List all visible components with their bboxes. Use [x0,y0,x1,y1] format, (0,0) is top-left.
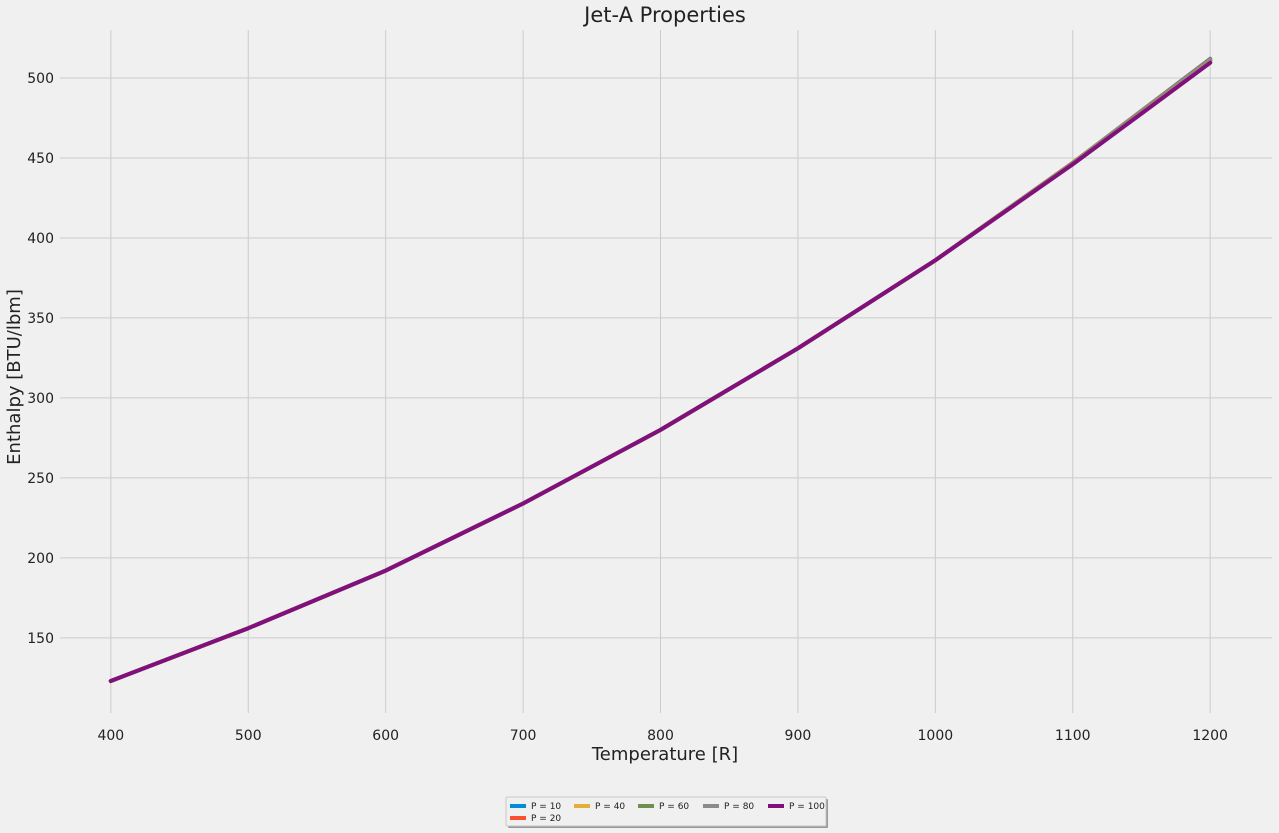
x-tick-label: 1100 [1055,728,1091,744]
x-axis-label: Temperature [R] [591,744,738,765]
chart-title: Jet-A Properties [582,3,746,27]
series-line-5 [108,60,1213,683]
y-tick-label: 450 [27,151,54,167]
legend-label: P = 60 [659,802,689,812]
y-tick-label: 150 [27,631,54,647]
legend: P = 10 P = 20 P = 40 P = 60 P = 80 P = 100 [505,796,828,828]
x-tick-label: 800 [647,728,674,744]
legend-label: P = 10 [531,802,561,812]
legend-label: P = 100 [789,802,825,812]
x-tick-label: 600 [372,728,399,744]
legend-label: P = 80 [724,802,754,812]
x-tick-label: 700 [510,728,537,744]
x-tick-label: 400 [97,728,124,744]
y-tick-label: 400 [27,231,54,247]
series-lines [108,56,1213,683]
y-tick-label: 200 [27,551,54,567]
y-tick-label: 500 [27,71,54,87]
x-tick-label: 1200 [1192,728,1228,744]
y-tick-label: 350 [27,311,54,327]
x-tick-label: 1000 [918,728,954,744]
x-tick-label: 900 [785,728,812,744]
legend-label: P = 20 [531,814,561,824]
y-tick-label: 250 [27,471,54,487]
legend-label: P = 40 [595,802,625,812]
y-axis-label: Enthalpy [BTU/lbm] [4,289,25,465]
y-tick-label: 300 [27,391,54,407]
tick-labels: 400 500 600 700 800 900 1000 1100 1200 150 200 250 3… [27,71,1228,744]
x-tick-label: 500 [235,728,262,744]
grid [60,30,1272,713]
